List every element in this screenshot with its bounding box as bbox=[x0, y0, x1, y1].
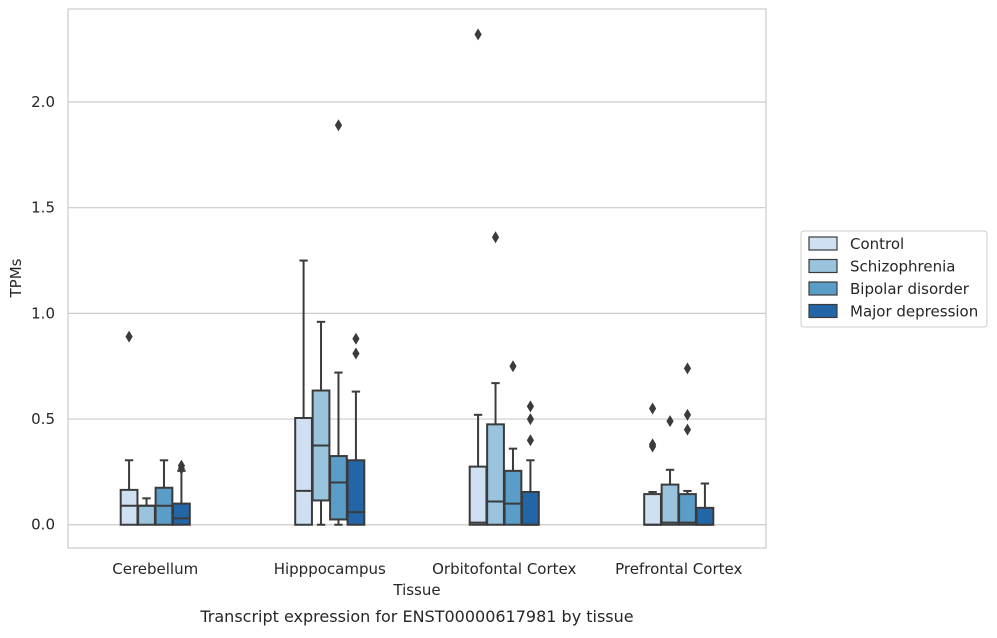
legend-swatch bbox=[808, 258, 838, 274]
iqr-box bbox=[695, 506, 715, 526]
outlier-point bbox=[526, 413, 535, 426]
iqr-box bbox=[294, 417, 313, 526]
y-tick-label: 2.0 bbox=[31, 93, 55, 111]
iqr-box bbox=[172, 502, 191, 526]
iqr-box bbox=[660, 483, 680, 526]
legend-label: Major depression bbox=[850, 303, 978, 321]
iqr-box bbox=[329, 455, 348, 521]
box-major-depression bbox=[695, 482, 715, 526]
figure-caption: Transcript expression for ENST0000061798… bbox=[199, 607, 633, 626]
box-major-depression bbox=[346, 332, 366, 526]
iqr-box bbox=[119, 488, 139, 526]
outlier-point bbox=[683, 362, 692, 375]
iqr-box bbox=[486, 423, 505, 526]
x-tick-label: Orbitofontal Cortex bbox=[432, 560, 576, 578]
box-control bbox=[468, 28, 488, 526]
outlier-point bbox=[352, 347, 360, 360]
box-major-depression bbox=[172, 459, 191, 526]
y-axis-ticks: 0.0 0.5 1.0 1.5 2.0 bbox=[31, 93, 55, 534]
outlier-point bbox=[683, 408, 692, 421]
iqr-box bbox=[521, 490, 540, 526]
outlier-point bbox=[666, 415, 674, 428]
box-schizophrenia bbox=[137, 497, 156, 526]
outlier-point bbox=[352, 332, 360, 345]
box-bipolar-disorder bbox=[154, 459, 174, 526]
box-bipolar-disorder bbox=[503, 360, 523, 526]
legend-swatch bbox=[808, 281, 838, 296]
box-schizophrenia bbox=[311, 320, 331, 526]
box-major-depression bbox=[521, 400, 540, 526]
box-control bbox=[294, 259, 313, 526]
y-tick-label: 1.5 bbox=[31, 199, 55, 217]
x-tick-label: Cerebellum bbox=[112, 560, 198, 578]
outlier-point bbox=[125, 330, 133, 343]
y-tick-label: 1.0 bbox=[31, 304, 55, 322]
box-schizophrenia bbox=[486, 231, 505, 526]
iqr-box bbox=[678, 493, 697, 526]
outlier-point bbox=[509, 360, 517, 373]
outlier-point bbox=[648, 438, 657, 451]
y-axis-label: TPMs bbox=[7, 258, 25, 298]
x-tick-label: Hipppocampus bbox=[274, 560, 386, 578]
y-tick-label: 0.5 bbox=[31, 410, 55, 428]
legend-label: Bipolar disorder bbox=[850, 280, 970, 298]
box-schizophrenia bbox=[660, 415, 680, 526]
plot-frame bbox=[67, 8, 767, 549]
legend-label: Control bbox=[850, 235, 904, 253]
outlier-point bbox=[491, 231, 500, 244]
box-control bbox=[119, 330, 139, 526]
box-bipolar-disorder bbox=[678, 362, 697, 526]
iqr-box bbox=[643, 493, 662, 526]
outlier-point bbox=[648, 402, 657, 415]
iqr-box bbox=[503, 469, 523, 526]
legend-label: Schizophrenia bbox=[850, 258, 955, 276]
x-axis-ticks: Cerebellum Hipppocampus Orbitofontal Corte… bbox=[112, 560, 742, 578]
outlier-point bbox=[177, 459, 186, 472]
iqr-box bbox=[137, 504, 156, 526]
outlier-point bbox=[526, 434, 535, 447]
legend-swatch bbox=[808, 303, 838, 319]
outlier-point bbox=[683, 423, 692, 436]
outlier-point bbox=[474, 28, 482, 41]
outlier-point bbox=[334, 119, 343, 132]
gridlines bbox=[68, 101, 766, 526]
y-tick-label: 0.0 bbox=[31, 516, 55, 534]
x-axis-label: Tissue bbox=[392, 581, 440, 599]
legend-swatch bbox=[808, 236, 838, 251]
box-control bbox=[643, 402, 662, 526]
legend-frame bbox=[800, 230, 988, 328]
legend: Control Schizophrenia Bipolar disorder Majo… bbox=[800, 230, 988, 328]
box-bipolar-disorder bbox=[329, 119, 348, 526]
outlier-point bbox=[526, 400, 535, 413]
x-tick-label: Prefrontal Cortex bbox=[615, 560, 742, 578]
plot-area bbox=[119, 28, 715, 526]
iqr-box bbox=[468, 465, 488, 526]
iqr-box bbox=[346, 459, 366, 526]
